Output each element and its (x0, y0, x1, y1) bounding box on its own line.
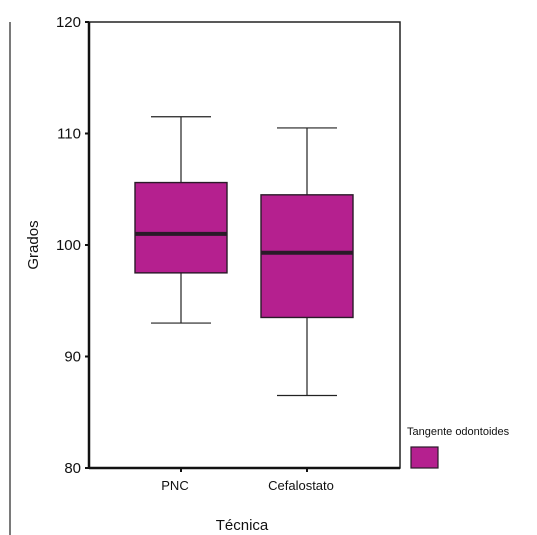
y-tick-label: 90 (64, 349, 81, 366)
legend-swatch (410, 446, 439, 469)
legend-title: Tangente odontoides (407, 426, 510, 438)
y-tick-label: 110 (57, 126, 81, 143)
y-axis-title: Grados (25, 220, 42, 269)
y-tick-label: 100 (56, 237, 81, 254)
x-axis-title: Técnica (216, 517, 269, 534)
y-tick-label: 80 (64, 460, 81, 477)
y-tick-label: 120 (56, 14, 81, 31)
box-iqr (134, 181, 228, 274)
box-iqr (260, 194, 354, 319)
x-tick-label: PNC (161, 478, 188, 493)
x-tick-label: Cefalostato (268, 478, 334, 493)
